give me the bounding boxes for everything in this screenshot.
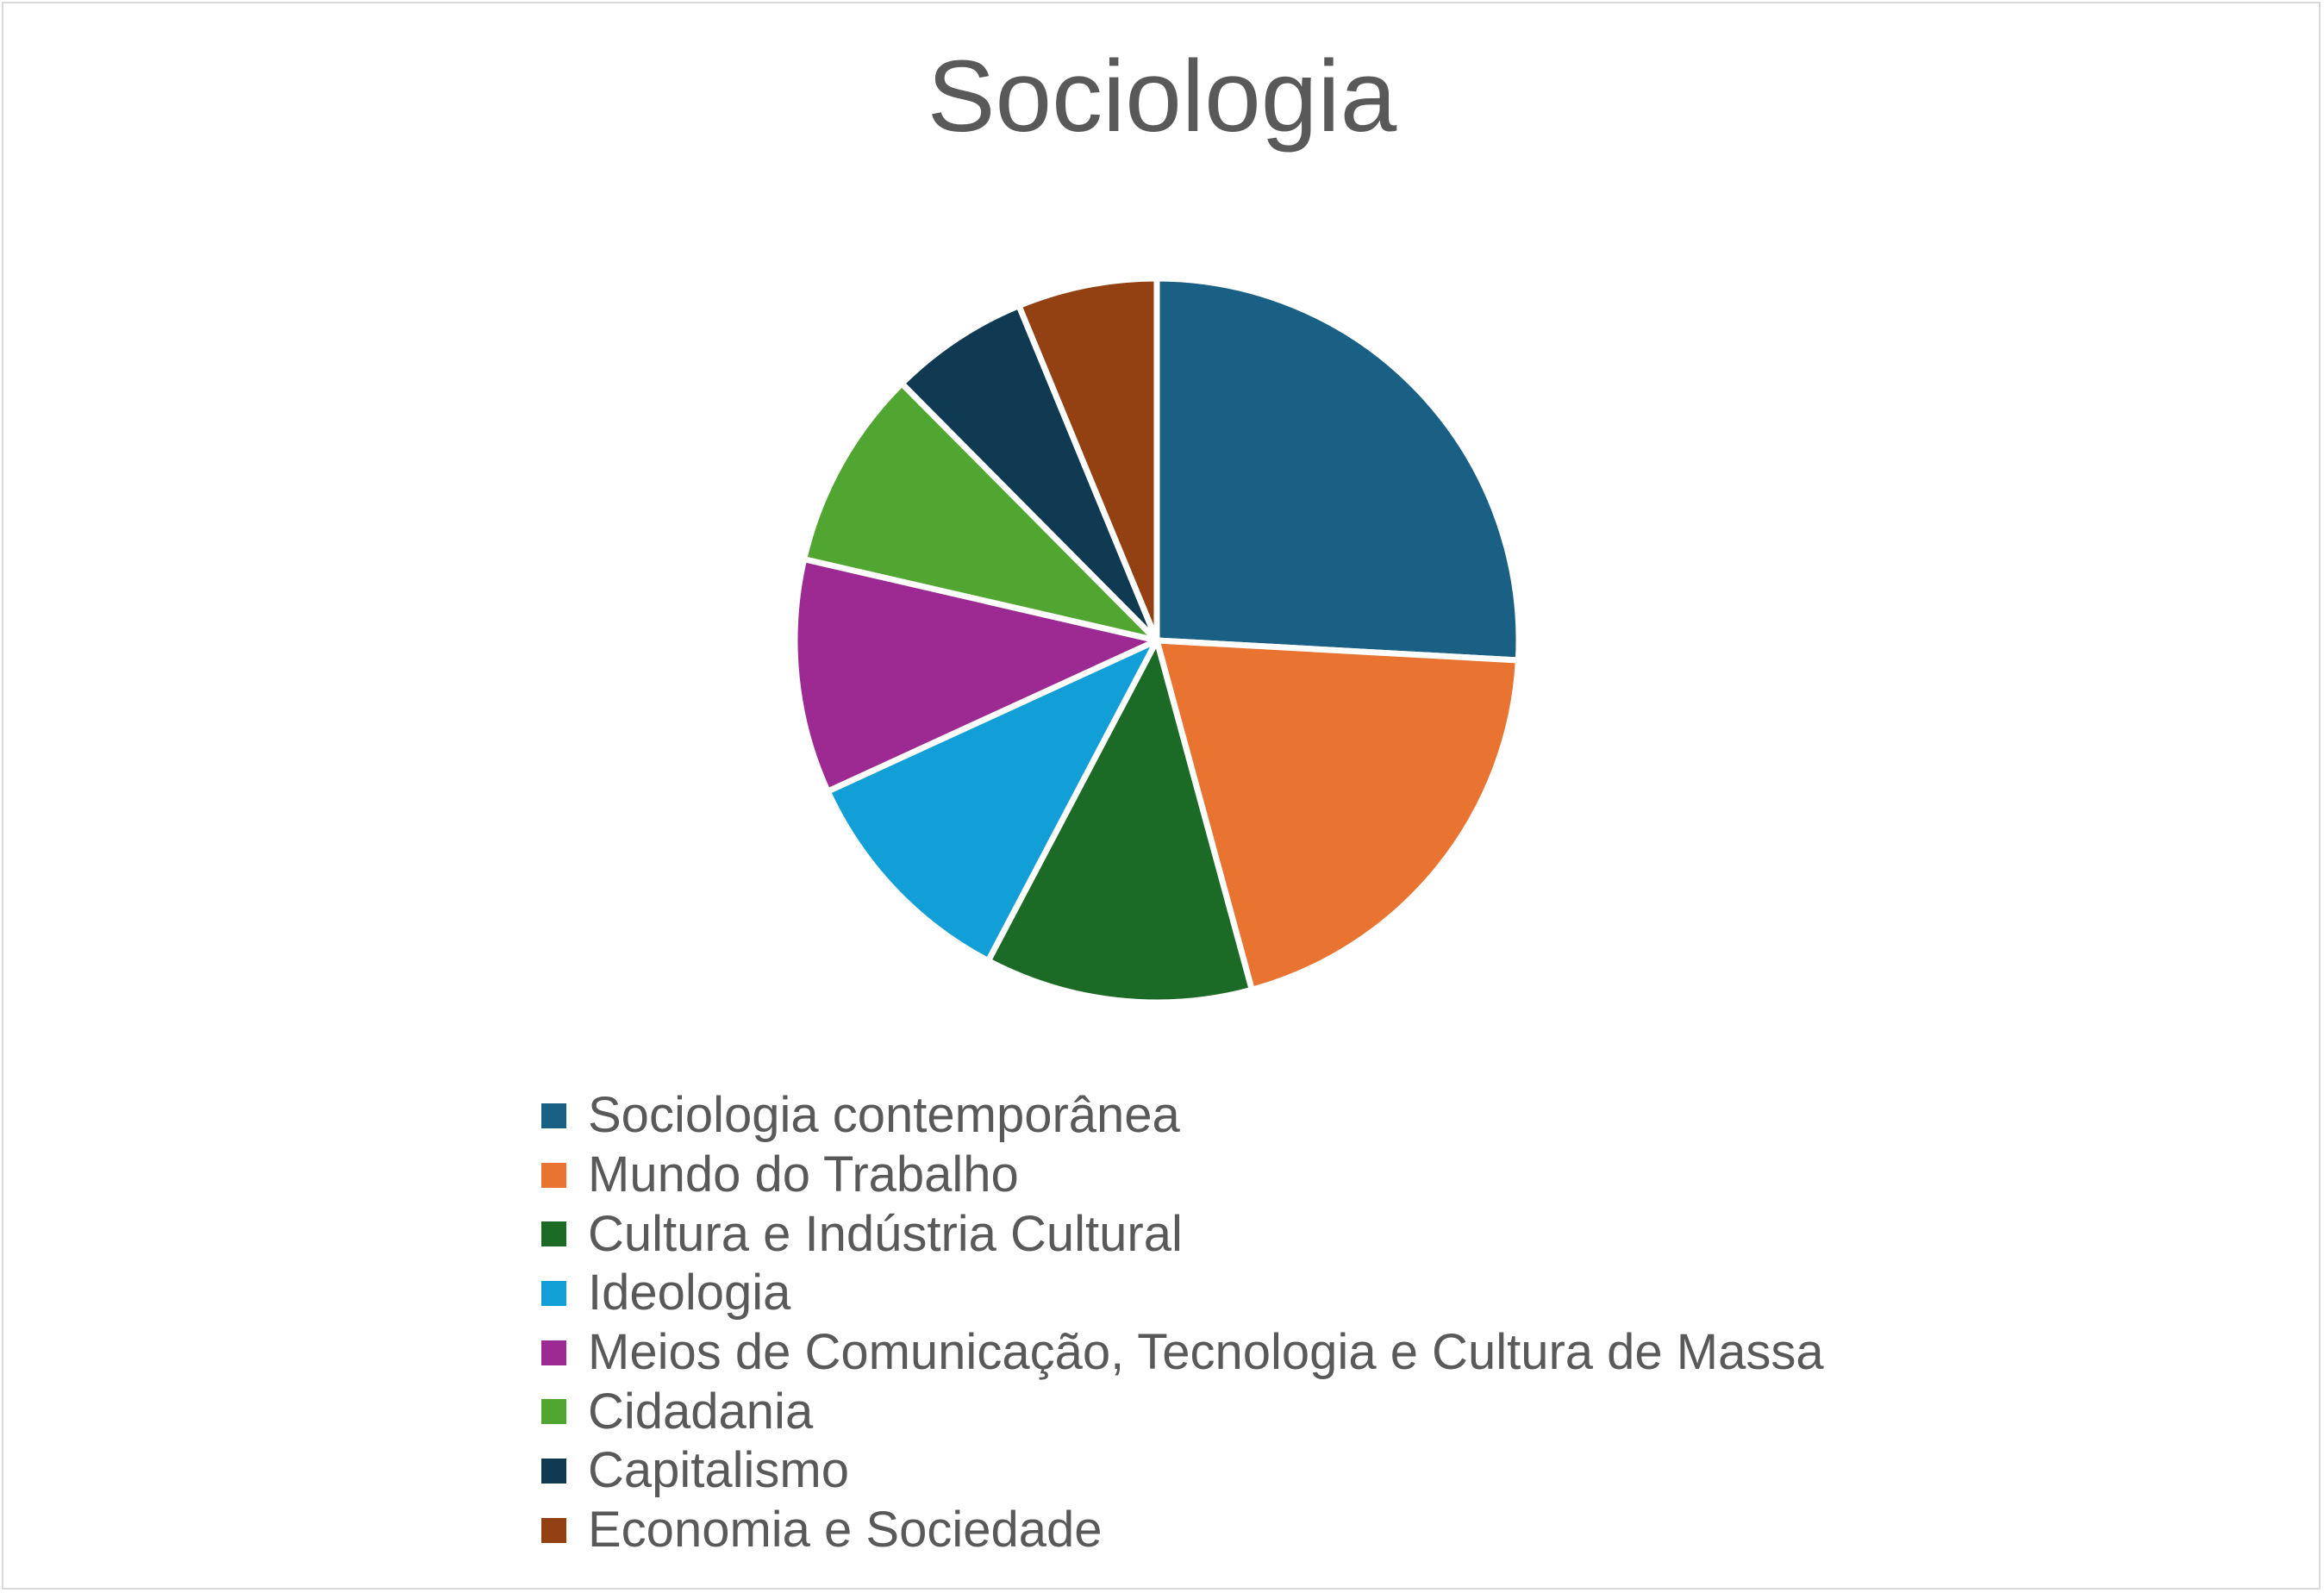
legend-item: Economia e Sociedade [541,1501,1921,1560]
legend-item: Mundo do Trabalho [541,1146,1921,1205]
legend-item: Meios de Comunicação, Tecnologia e Cultu… [541,1323,1921,1383]
pie-slice-7 [898,303,1160,644]
pie-slice-3 [984,637,1255,1006]
legend-swatch [541,1517,566,1543]
legend-swatch [541,1280,566,1306]
legend-swatch [541,1340,566,1365]
legend-label: Cultura e Indústria Cultural [588,1205,1183,1262]
legend-item: Sociologia contemporânea [541,1086,1921,1146]
pie-slice-5 [791,556,1160,795]
pie-slice-4 [824,637,1160,965]
legend-label: Capitalismo [588,1442,849,1499]
legend-swatch [541,1458,566,1484]
legend-label: Mundo do Trabalho [588,1146,1019,1203]
legend-item: Cidadania [541,1382,1921,1441]
legend-swatch [541,1162,566,1188]
legend-swatch [541,1399,566,1425]
pie-slice-1 [1153,275,1522,664]
legend-label: Sociologia contemporânea [588,1087,1180,1144]
chart-title: Sociologia [927,40,1397,153]
pie-slice-8 [1015,275,1160,644]
pie-slices [791,275,1522,1006]
legend-swatch [541,1221,566,1247]
legend-label: Meios de Comunicação, Tecnologia e Cultu… [588,1324,1824,1381]
pie-slice-6 [801,380,1160,644]
legend-item: Ideologia [541,1264,1921,1323]
pie-slice-2 [1153,637,1521,993]
legend-swatch [541,1103,566,1128]
legend-label: Ideologia [588,1265,791,1321]
chart-legend: Sociologia contemporânea Mundo do Trabalh… [541,1086,1921,1560]
legend-item: Cultura e Indústria Cultural [541,1204,1921,1264]
legend-label: Economia e Sociedade [588,1502,1103,1559]
legend-item: Capitalismo [541,1441,1921,1501]
legend-label: Cidadania [588,1383,814,1440]
